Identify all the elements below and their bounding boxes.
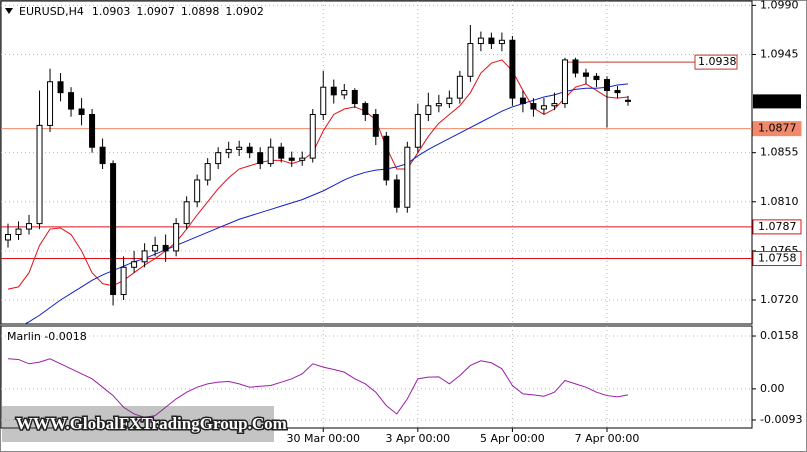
candle-body: [141, 250, 148, 263]
candle-body: [320, 86, 327, 115]
candle-body: [572, 59, 579, 74]
candle-body: [614, 89, 621, 94]
watermark-bg: [2, 406, 274, 442]
oscillator-title: Marlin -0.0018: [7, 330, 87, 343]
candle-body: [372, 113, 379, 137]
candle-body: [47, 81, 54, 126]
level-label-box: [694, 54, 738, 70]
candle-body: [57, 81, 64, 94]
y-tick-label: 1.0945: [760, 47, 799, 60]
last-low: 1.0898: [181, 5, 220, 18]
candle-body: [15, 228, 22, 236]
price-label: 1.0902: [758, 94, 797, 107]
price-panel: [0, 0, 753, 325]
candle-body: [278, 146, 285, 159]
candle-body: [341, 89, 348, 96]
y-tick-label: 1.0720: [760, 293, 799, 306]
candle-body: [131, 261, 138, 268]
candle-body: [393, 179, 400, 208]
candle-body: [257, 152, 264, 165]
candle-body: [152, 244, 159, 252]
last-high: 1.0907: [136, 5, 175, 18]
candle-body: [561, 59, 568, 105]
x-tick-label: 5 Apr 00:00: [480, 432, 545, 445]
candle-body: [467, 43, 474, 77]
candle-body: [120, 266, 127, 296]
symbol-header: EURUSD,H4 1.0903 1.0907 1.0898 1.0902: [19, 5, 264, 18]
x-tick-label: 3 Apr 00:00: [385, 432, 450, 445]
candle-body: [488, 37, 495, 45]
oscillator-panel: [0, 325, 753, 429]
menu-icon[interactable]: [5, 8, 13, 14]
y-tick-label: 0.00: [760, 382, 785, 395]
candle-body: [162, 244, 169, 252]
candle-body: [435, 103, 442, 107]
candle-body: [183, 201, 190, 225]
candle-body: [194, 179, 201, 203]
candle-body: [309, 113, 316, 159]
level-label: 1.0877: [758, 122, 797, 135]
candle-body: [404, 146, 411, 208]
level-label: 1.0758: [758, 252, 797, 265]
candle-body: [540, 105, 547, 110]
candle-body: [267, 146, 274, 165]
candle-body: [414, 113, 421, 148]
last-open: 1.0903: [92, 5, 131, 18]
y-tick-label: 0.0158: [760, 329, 799, 342]
x-tick-label: 7 Apr 00:00: [575, 432, 640, 445]
price-label-box: [753, 94, 801, 109]
candle-body: [99, 146, 106, 165]
symbol: EURUSD,H4: [19, 5, 84, 18]
candle-body: [173, 223, 180, 252]
level-label-box: [752, 219, 802, 235]
watermark: WWW.GlobalFXTradingGroup.Com: [16, 414, 287, 433]
candle-body: [225, 148, 232, 154]
candle-body: [383, 135, 390, 181]
candle-body: [603, 79, 610, 91]
candle-body: [582, 72, 589, 77]
candle-body: [68, 92, 75, 110]
candle-body: [288, 157, 295, 161]
candle-body: [78, 108, 85, 115]
level-label: 1.0787: [758, 220, 797, 233]
candle-body: [215, 152, 222, 165]
candle-body: [446, 97, 453, 105]
candle-body: [456, 75, 463, 99]
y-tick-label: -0.0093: [760, 413, 802, 426]
candle-body: [5, 234, 11, 241]
candle-body: [36, 124, 43, 225]
candle-body: [246, 146, 253, 154]
last-close: 1.0902: [225, 5, 264, 18]
candle-body: [530, 103, 537, 110]
candle-body: [625, 99, 631, 102]
candle-body: [498, 39, 505, 45]
candle-body: [110, 163, 117, 296]
candle-body: [509, 39, 516, 99]
oscillator-line: [7, 358, 629, 418]
candle-body: [551, 103, 558, 107]
y-tick-label: 1.0855: [760, 146, 799, 159]
candle-body: [351, 89, 358, 105]
level-label: 1.0938: [698, 55, 737, 68]
y-tick-label: 1.0990: [760, 0, 799, 11]
candle-body: [477, 37, 484, 45]
candle-body: [204, 163, 211, 181]
candle-body: [593, 75, 600, 81]
x-tick-label: 30 Mar 00:00: [287, 432, 360, 445]
candle-body: [26, 223, 33, 230]
candle-body: [236, 146, 243, 150]
candle-body: [362, 103, 369, 115]
candle-body: [299, 157, 306, 161]
level-label-box: [752, 121, 802, 137]
candle-body: [330, 86, 337, 96]
y-tick-label: 1.0810: [760, 195, 799, 208]
candle-body: [425, 105, 432, 115]
candle-body: [519, 97, 526, 105]
level-label-box: [752, 251, 802, 267]
candle-body: [89, 113, 96, 148]
